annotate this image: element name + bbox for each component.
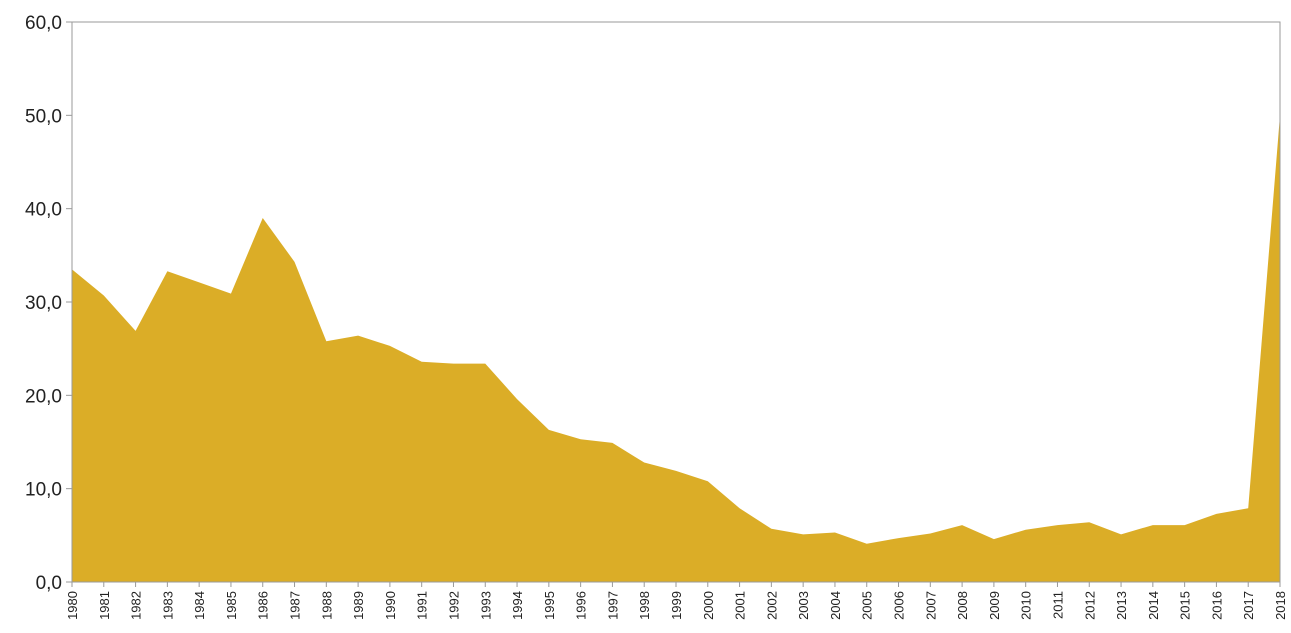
y-axis: 0,0 10,0 20,0 30,0 40,0 50,0 60,0 xyxy=(25,13,72,594)
x-tick-label: 1986 xyxy=(256,591,271,620)
x-tick-label: 2005 xyxy=(860,591,875,620)
x-tick-label: 2009 xyxy=(987,591,1002,620)
x-tick-label: 1989 xyxy=(351,591,366,620)
x-tick-label: 1988 xyxy=(319,591,334,620)
x-tick-label: 2016 xyxy=(1209,591,1224,620)
x-tick-label: 1999 xyxy=(669,591,684,620)
x-tick-label: 1993 xyxy=(478,591,493,620)
y-tick-label: 60,0 xyxy=(25,13,62,34)
x-tick-label: 2013 xyxy=(1114,591,1129,620)
x-tick-label: 2017 xyxy=(1241,591,1256,620)
x-tick-label: 2008 xyxy=(955,591,970,620)
x-tick-label: 1984 xyxy=(192,591,207,620)
y-tick-label: 50,0 xyxy=(25,106,62,127)
y-tick-label: 0,0 xyxy=(36,573,62,594)
x-tick-label: 2011 xyxy=(1050,591,1065,619)
x-tick-label: 2002 xyxy=(764,591,779,620)
x-tick-label: 2007 xyxy=(923,591,938,620)
x-tick-label: 2001 xyxy=(733,591,748,620)
x-tick-label: 1990 xyxy=(383,591,398,620)
x-tick-label: 1980 xyxy=(65,591,80,620)
x-tick-label: 2010 xyxy=(1019,591,1034,620)
x-axis: 1980 1981 1982 1983 1984 1985 1986 1987 1988 1989… xyxy=(65,582,1288,620)
x-tick-label: 2006 xyxy=(892,591,907,620)
x-tick-label: 1983 xyxy=(160,591,175,620)
x-tick-label: 2003 xyxy=(796,591,811,620)
area-layer xyxy=(72,115,1280,582)
x-tick-label: 1982 xyxy=(129,591,144,620)
x-tick-label: 1992 xyxy=(446,591,461,620)
x-tick-label: 2012 xyxy=(1082,591,1097,620)
y-tick-label: 10,0 xyxy=(25,480,62,501)
area-series xyxy=(72,115,1280,582)
x-tick-label: 1996 xyxy=(574,591,589,620)
y-tick-label: 30,0 xyxy=(25,293,62,314)
y-tick-label: 20,0 xyxy=(25,386,62,407)
x-tick-label: 1997 xyxy=(605,591,620,620)
x-tick-label: 1994 xyxy=(510,591,525,620)
x-tick-label: 1998 xyxy=(637,591,652,620)
x-tick-label: 2018 xyxy=(1273,591,1288,620)
x-tick-label: 2014 xyxy=(1146,591,1161,620)
x-tick-label: 2000 xyxy=(701,591,716,620)
x-tick-label: 2004 xyxy=(828,591,843,620)
x-tick-label: 1981 xyxy=(97,591,112,620)
x-tick-label: 2015 xyxy=(1178,591,1193,620)
x-tick-label: 1991 xyxy=(415,591,430,620)
y-tick-label: 40,0 xyxy=(25,200,62,221)
x-tick-label: 1987 xyxy=(288,591,303,620)
x-tick-label: 1995 xyxy=(542,591,557,620)
x-tick-label: 1985 xyxy=(224,591,239,620)
